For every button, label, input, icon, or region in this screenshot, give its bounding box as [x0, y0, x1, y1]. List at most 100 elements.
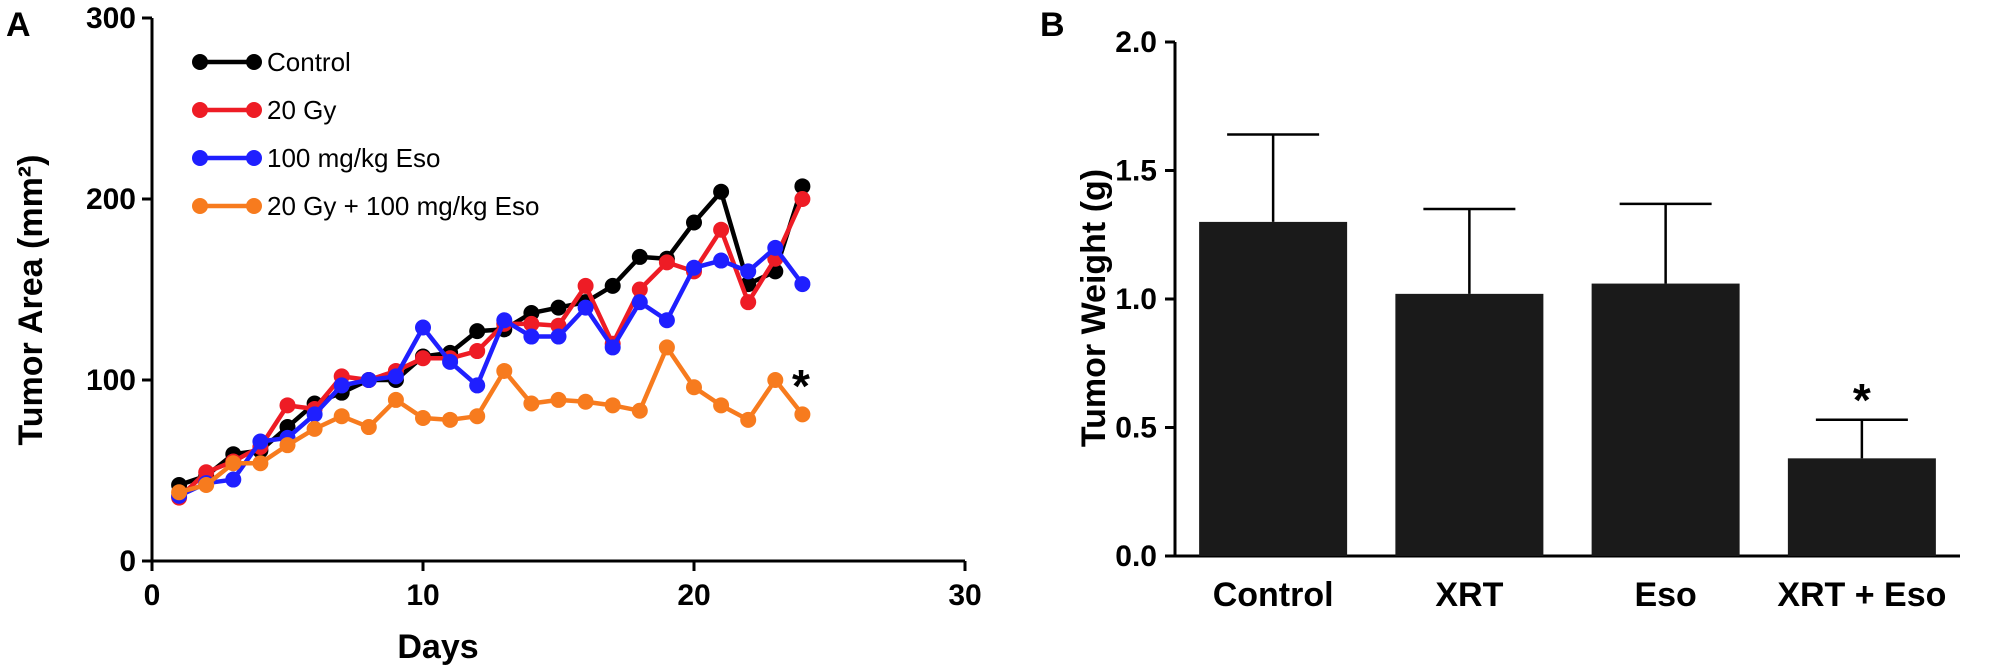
data-point	[604, 397, 621, 414]
data-point	[794, 178, 811, 195]
data-point	[333, 377, 350, 394]
data-point	[252, 455, 269, 472]
panel-b-y-tick-label: 2.0	[1115, 26, 1157, 59]
data-point	[469, 377, 486, 394]
data-point	[658, 339, 675, 356]
bar	[1787, 458, 1936, 556]
panel-b-y-tick-label: 0.0	[1115, 540, 1157, 573]
legend-swatch-dot	[246, 150, 262, 166]
bar	[1395, 293, 1544, 556]
data-point	[469, 343, 486, 360]
panel-a-x-tick-label: 10	[406, 579, 439, 612]
data-point	[306, 406, 323, 423]
legend-swatch-dot	[246, 198, 262, 214]
data-point	[198, 476, 215, 493]
legend-item: 100 mg/kg Eso	[192, 143, 440, 173]
panel-a-x-tick-label: 30	[948, 579, 981, 612]
data-point	[658, 312, 675, 329]
bar-group: XRT + Eso *	[1777, 374, 1946, 614]
panel-a: A 0 100 200 300 0 10 20 30 Control 20 Gy 100 mg/k…	[6, 2, 982, 666]
legend-item: Control	[192, 47, 351, 77]
data-point	[767, 239, 784, 256]
panel-b-y-tick-label: 0.5	[1115, 412, 1157, 445]
panel-a-y-tick-label: 0	[119, 545, 136, 578]
panel-b-bars: Control XRT Eso XRT + Eso *	[1199, 133, 1946, 614]
bar	[1199, 221, 1348, 556]
data-point	[577, 277, 594, 294]
data-point	[387, 368, 404, 385]
category-label: XRT	[1435, 576, 1503, 614]
panel-a-x-tick-label: 20	[677, 579, 710, 612]
data-point	[523, 328, 540, 345]
panel-b-y-tick-label: 1.5	[1115, 155, 1157, 188]
data-point	[794, 276, 811, 293]
data-point	[415, 350, 431, 367]
panel-a-y-tick-label: 100	[86, 364, 136, 397]
data-point	[333, 408, 350, 425]
legend-label: 20 Gy + 100 mg/kg Eso	[267, 191, 539, 221]
data-point	[550, 391, 567, 408]
legend-swatch-dot	[192, 198, 208, 214]
bar-group: XRT	[1395, 207, 1544, 614]
data-point	[577, 299, 594, 316]
legend-swatch-dot	[192, 102, 208, 118]
data-point	[225, 471, 242, 488]
data-point	[306, 420, 323, 437]
data-point	[279, 397, 296, 414]
legend-label: Control	[267, 47, 351, 77]
data-point	[360, 419, 377, 436]
data-point	[794, 406, 811, 423]
data-point	[686, 214, 702, 231]
legend-item: 20 Gy + 100 mg/kg Eso	[192, 191, 539, 221]
data-point	[442, 411, 459, 428]
data-point	[225, 455, 242, 472]
panel-a-axes: 0 100 200 300 0 10 20 30	[86, 2, 982, 612]
data-point	[387, 391, 404, 408]
data-point	[686, 259, 702, 276]
bar	[1591, 283, 1740, 556]
data-point	[577, 393, 594, 410]
data-point	[550, 328, 567, 345]
panel-a-y-tick-label: 200	[86, 183, 136, 216]
data-point	[767, 372, 784, 388]
legend-label: 100 mg/kg Eso	[267, 143, 440, 173]
series-line	[178, 245, 805, 498]
legend-item: 20 Gy	[192, 95, 336, 125]
category-label: Eso	[1634, 576, 1696, 614]
panel-b-label: B	[1040, 6, 1065, 44]
panel-b-y-tick-label: 1.0	[1115, 283, 1157, 316]
panel-a-legend: Control 20 Gy 100 mg/kg Eso 20 Gy + 100 mg/…	[192, 47, 539, 221]
category-label: XRT + Eso	[1777, 576, 1946, 614]
data-point	[686, 379, 702, 396]
data-point	[252, 433, 269, 450]
data-point	[713, 397, 730, 414]
data-point	[279, 437, 296, 454]
data-point	[740, 263, 757, 280]
data-point	[604, 277, 621, 294]
data-point	[469, 323, 486, 340]
legend-swatch-dot	[246, 54, 262, 70]
panel-a-label: A	[6, 6, 31, 44]
data-point	[171, 484, 188, 501]
legend-label: 20 Gy	[267, 95, 336, 125]
category-label: Control	[1213, 576, 1334, 614]
panel-a-series	[171, 178, 811, 506]
data-point	[658, 254, 675, 271]
series-3	[171, 339, 811, 501]
data-point	[713, 183, 730, 200]
significance-star: *	[1853, 374, 1871, 426]
data-point	[415, 319, 431, 336]
data-point	[631, 281, 648, 298]
data-point	[550, 299, 567, 316]
panel-b-y-axis-title: Tumor Weight (g)	[1075, 169, 1113, 447]
bar-group: Eso	[1591, 202, 1740, 614]
legend-swatch-dot	[192, 150, 208, 166]
panel-b: B 0.0 0.5 1.0 1.5 2.0 Control XRT Eso XRT + Eso…	[1040, 6, 1960, 614]
data-point	[442, 353, 459, 370]
legend-swatch-dot	[192, 54, 208, 70]
data-point	[496, 362, 513, 379]
data-point	[794, 191, 811, 207]
data-point	[713, 221, 730, 238]
data-point	[469, 408, 486, 425]
